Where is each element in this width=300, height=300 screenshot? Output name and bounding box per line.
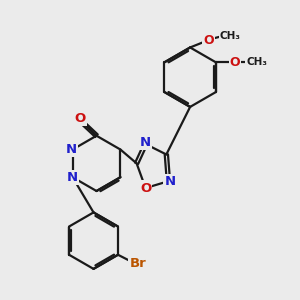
Text: O: O [230, 56, 241, 69]
Text: CH₃: CH₃ [220, 32, 241, 41]
Text: O: O [140, 182, 151, 194]
Text: Br: Br [130, 256, 146, 270]
Text: N: N [65, 143, 76, 156]
Text: O: O [203, 34, 214, 46]
Text: N: N [140, 136, 151, 149]
Text: N: N [67, 171, 78, 184]
Text: N: N [164, 175, 175, 188]
Text: CH₃: CH₃ [246, 57, 267, 67]
Text: O: O [74, 112, 85, 125]
